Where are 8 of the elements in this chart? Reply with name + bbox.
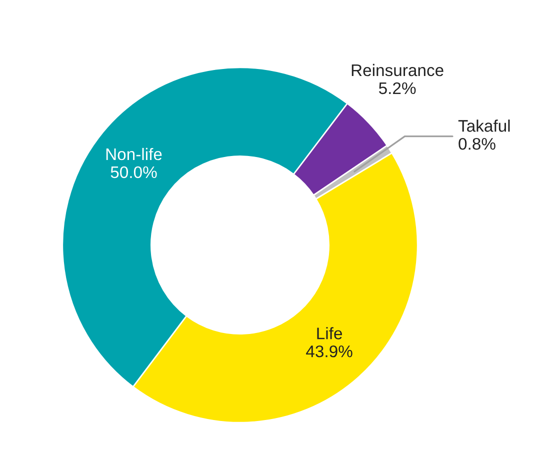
slice-label: Takaful: [458, 120, 510, 132]
data-label: 0.8%: [458, 138, 496, 150]
slice-label: Reinsurance: [352, 64, 444, 76]
data-label: 43.9%: [306, 345, 352, 358]
slice-label: Non-life: [106, 148, 162, 160]
slice-label: Life: [317, 327, 342, 340]
data-label: 50.0%: [110, 166, 157, 178]
data-label: 5.2%: [378, 82, 416, 94]
